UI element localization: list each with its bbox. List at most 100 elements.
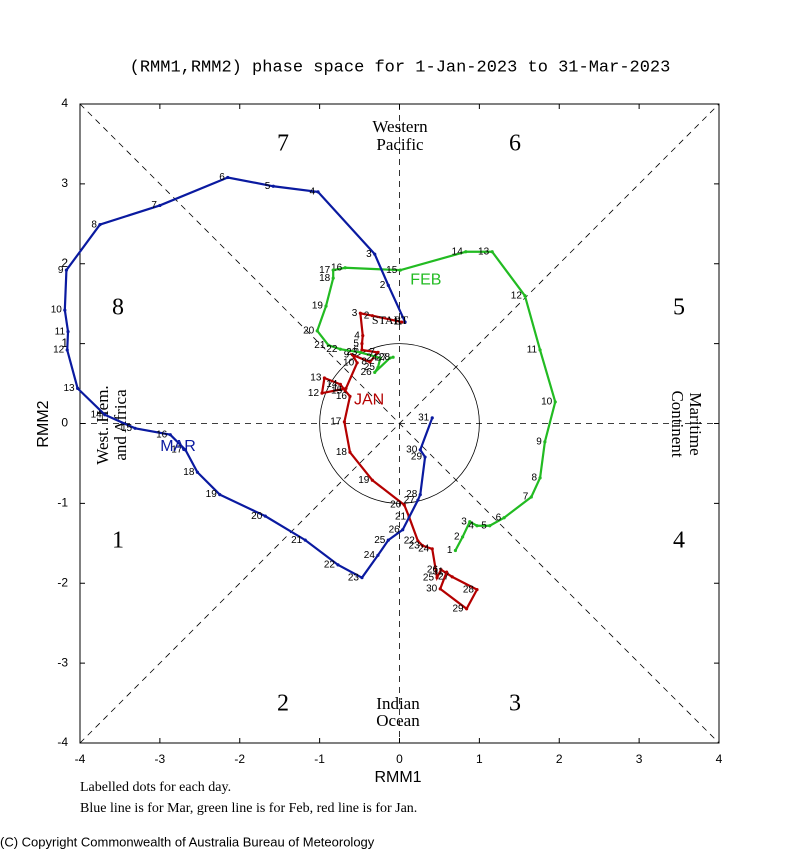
day-label: 30 bbox=[406, 444, 418, 455]
day-label: 18 bbox=[183, 467, 195, 478]
day-dot bbox=[430, 547, 434, 551]
day-label: 9 bbox=[536, 437, 542, 448]
day-dot bbox=[348, 394, 352, 398]
day-label: 18 bbox=[319, 273, 331, 284]
day-dot bbox=[263, 514, 267, 518]
day-label: 12 bbox=[308, 388, 320, 399]
day-label: 15 bbox=[331, 385, 343, 396]
day-dot bbox=[376, 553, 380, 557]
phase-label: 2 bbox=[277, 691, 289, 717]
day-dot bbox=[464, 607, 469, 611]
day-dot bbox=[64, 268, 69, 272]
day-label: 16 bbox=[331, 262, 343, 273]
day-label: 25 bbox=[364, 362, 376, 373]
day-dot bbox=[438, 587, 442, 591]
day-label: 31 bbox=[433, 567, 445, 578]
day-label: 11 bbox=[333, 383, 344, 394]
region-label: Pacific bbox=[376, 135, 424, 154]
x-tick-label: -3 bbox=[155, 752, 166, 766]
day-dot bbox=[331, 268, 335, 272]
day-label: 12 bbox=[511, 290, 523, 301]
day-dot bbox=[358, 350, 362, 355]
day-dot bbox=[103, 413, 107, 417]
day-dot bbox=[368, 360, 372, 364]
day-label: 18 bbox=[336, 447, 348, 458]
day-label: 5 bbox=[481, 520, 487, 531]
day-dot bbox=[538, 348, 542, 352]
day-label: 7 bbox=[523, 492, 529, 503]
y-tick-label: 2 bbox=[61, 256, 68, 270]
day-dot bbox=[66, 330, 70, 334]
day-label: 17 bbox=[330, 417, 342, 428]
unit-circle bbox=[319, 343, 480, 504]
x-axis-label: RMM1 bbox=[374, 769, 421, 786]
day-label: 20 bbox=[251, 511, 263, 522]
x-tick-label: 0 bbox=[396, 752, 403, 766]
phase-label: 8 bbox=[112, 295, 124, 321]
day-label: 14 bbox=[452, 246, 464, 257]
x-tick-label: -1 bbox=[314, 752, 325, 766]
phase-label: 3 bbox=[509, 691, 521, 717]
day-dot bbox=[402, 503, 406, 507]
day-label: 13 bbox=[310, 373, 322, 384]
note: Labelled dots for each day. bbox=[80, 780, 231, 795]
day-dot bbox=[303, 538, 307, 542]
day-dot bbox=[376, 350, 380, 355]
day-dot bbox=[158, 203, 162, 208]
day-label: 9 bbox=[58, 265, 64, 276]
day-dot bbox=[418, 492, 422, 497]
y-tick-label: -1 bbox=[57, 496, 68, 510]
day-label: 5 bbox=[265, 181, 271, 192]
day-label: 3 bbox=[461, 516, 467, 527]
region-label: West. Hem. bbox=[93, 385, 112, 464]
day-label: 19 bbox=[312, 301, 324, 312]
region-label: Continent bbox=[668, 390, 687, 457]
day-dot bbox=[401, 528, 405, 532]
day-label: 4 bbox=[309, 187, 315, 198]
day-dot bbox=[63, 308, 67, 312]
day-label: 3 bbox=[352, 308, 358, 319]
y-tick-label: 3 bbox=[61, 176, 68, 190]
day-dot bbox=[423, 455, 427, 459]
day-label: 2 bbox=[380, 280, 386, 291]
day-dot bbox=[553, 400, 557, 404]
series-line bbox=[63, 176, 434, 580]
day-dot bbox=[358, 311, 362, 315]
day-dot bbox=[543, 440, 547, 444]
y-tick-label: 0 bbox=[61, 416, 68, 430]
day-dot bbox=[538, 476, 542, 480]
day-label: 11 bbox=[527, 345, 538, 356]
day-dot bbox=[195, 470, 200, 474]
day-label: 8 bbox=[361, 357, 367, 368]
day-dot bbox=[490, 250, 494, 254]
day-dot bbox=[398, 268, 402, 272]
day-dot bbox=[336, 563, 340, 567]
note: Blue line is for Mar, green line is for … bbox=[80, 801, 417, 816]
day-label: 20 bbox=[390, 500, 402, 511]
phase-label: 6 bbox=[509, 131, 521, 157]
day-dot bbox=[370, 478, 374, 482]
x-tick-label: -4 bbox=[75, 752, 86, 766]
phase-label: 4 bbox=[673, 528, 685, 554]
region-label: Western bbox=[372, 117, 428, 136]
x-tick-label: 1 bbox=[476, 752, 483, 766]
day-label: 26 bbox=[361, 367, 373, 378]
day-dot bbox=[453, 548, 458, 553]
day-label: 9 bbox=[344, 349, 350, 360]
day-dot bbox=[439, 568, 443, 572]
day-dot bbox=[376, 365, 380, 370]
day-label: 5 bbox=[353, 338, 359, 349]
day-dot bbox=[324, 304, 328, 308]
day-dot bbox=[360, 342, 364, 346]
day-dot bbox=[430, 416, 434, 420]
day-label: 13 bbox=[63, 383, 75, 394]
phase-label: 7 bbox=[277, 131, 289, 157]
day-dot bbox=[343, 266, 347, 270]
day-label: 14 bbox=[91, 409, 103, 420]
day-label: 21 bbox=[314, 340, 326, 351]
region-label: Indian bbox=[376, 694, 420, 713]
day-dot bbox=[370, 314, 374, 318]
y-tick-label: 1 bbox=[61, 336, 68, 350]
day-dot bbox=[523, 294, 527, 298]
